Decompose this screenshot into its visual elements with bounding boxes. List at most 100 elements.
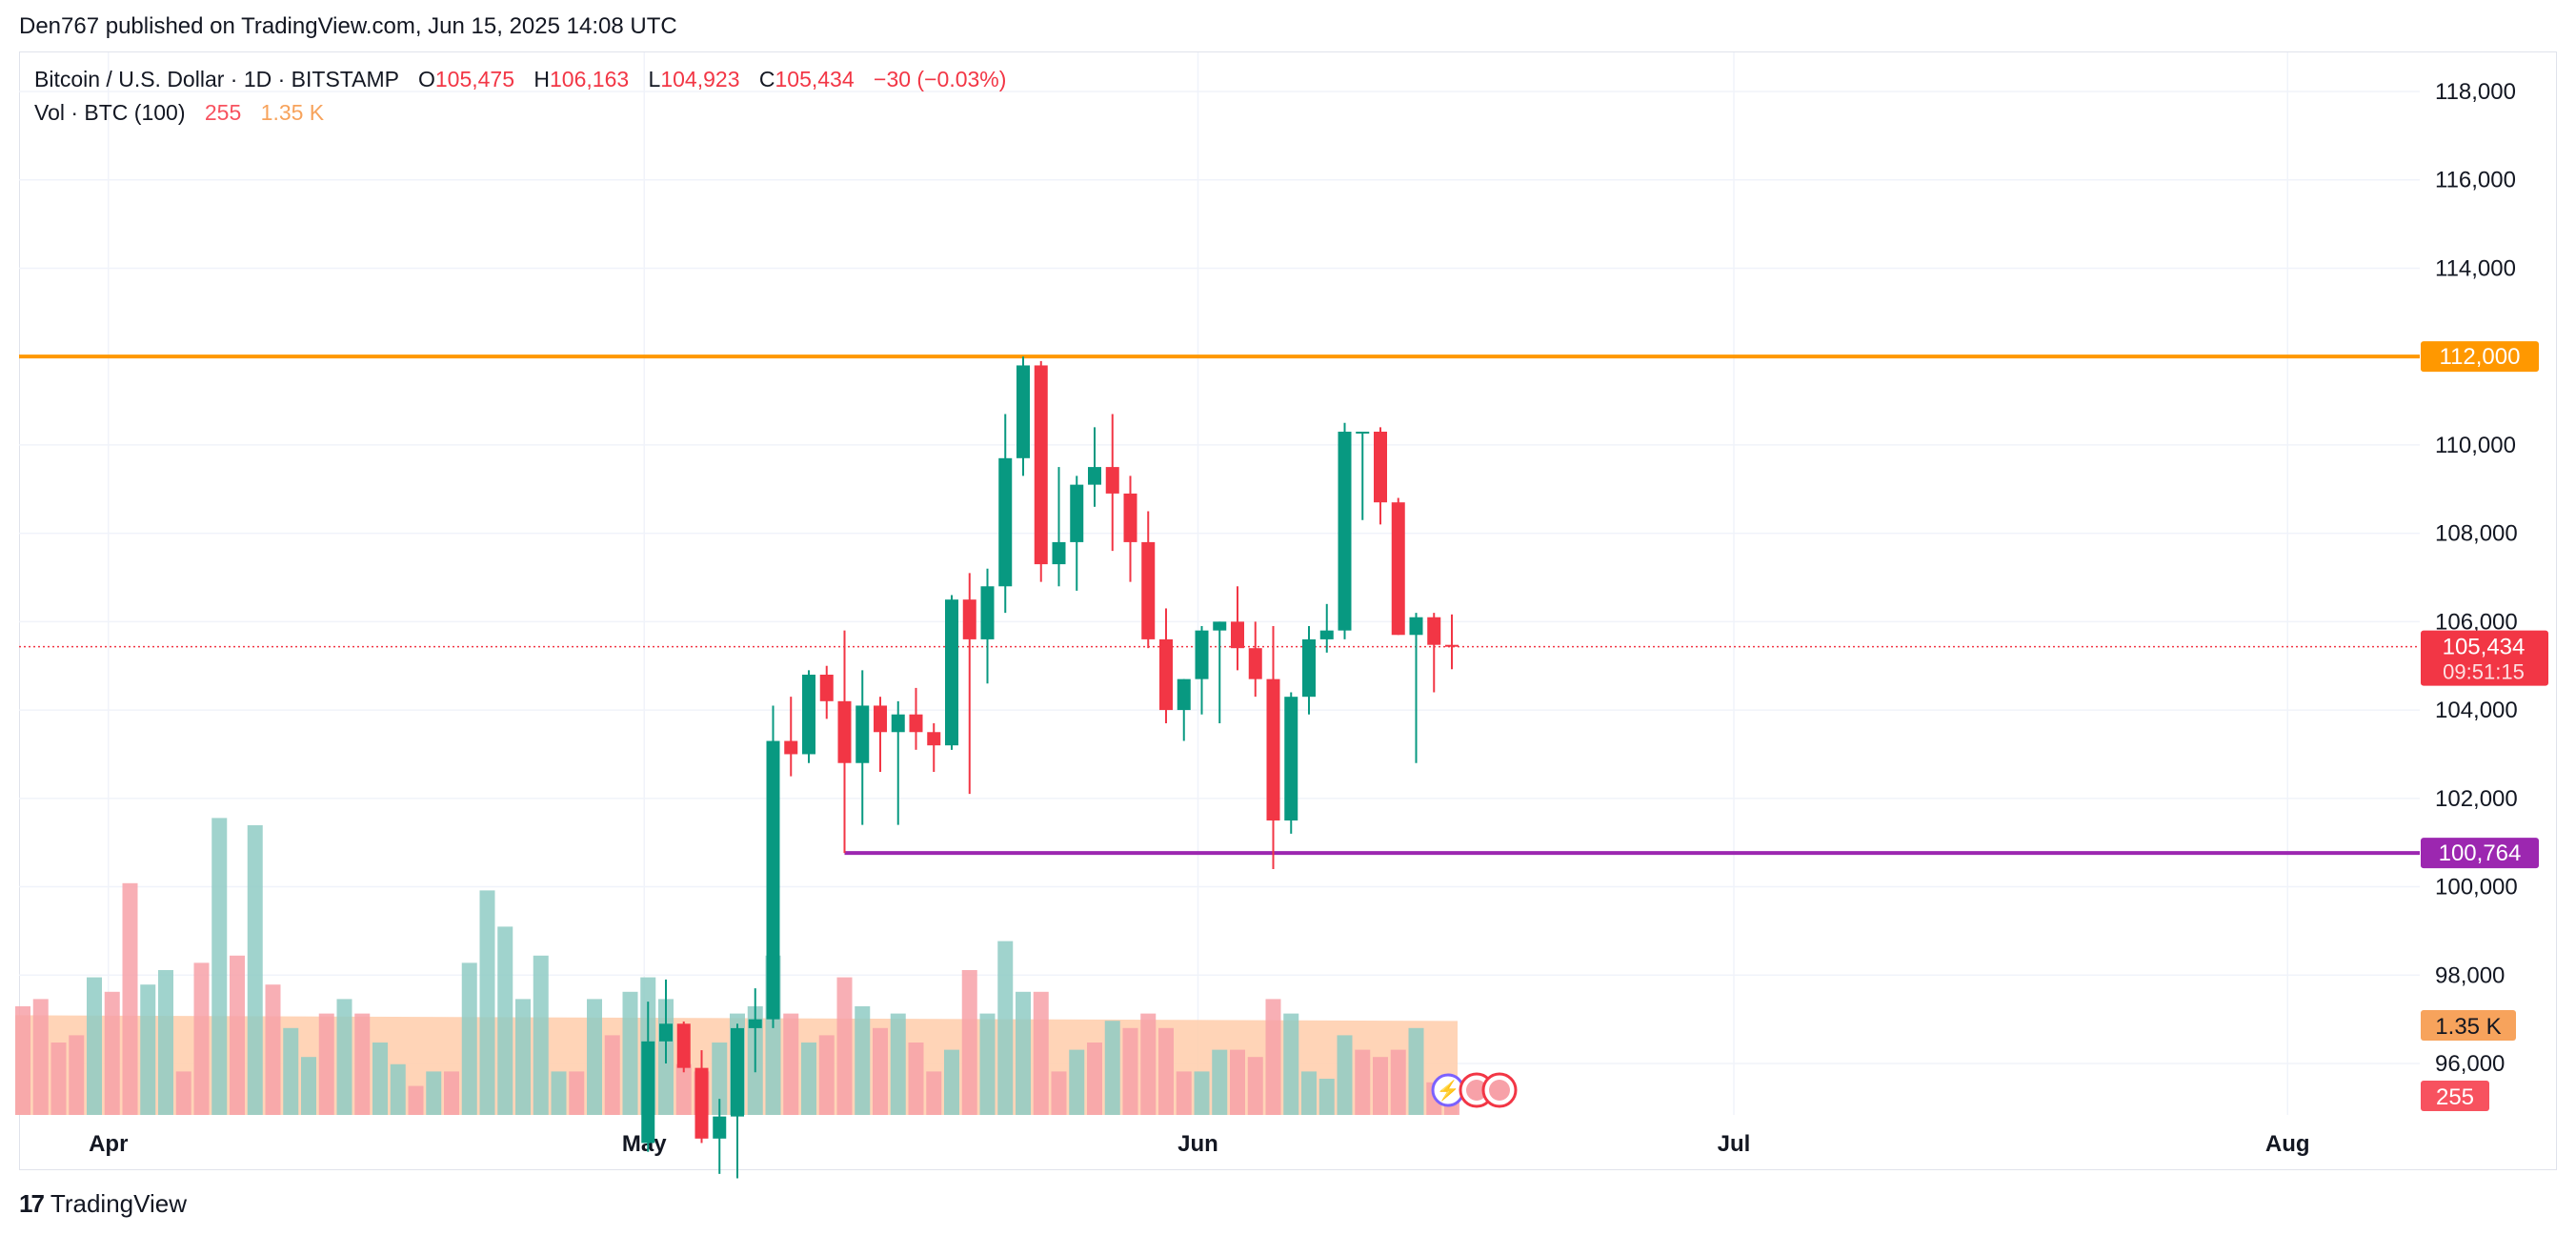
- y-tick-label: 96,000: [2435, 1051, 2505, 1077]
- volume-bar: [426, 1071, 442, 1115]
- candle-body: [1123, 493, 1137, 542]
- high-value: 106,163: [550, 67, 630, 91]
- y-tick-label: 110,000: [2435, 433, 2516, 458]
- symbol-title[interactable]: Bitcoin / U.S. Dollar · 1D · BITSTAMP: [34, 67, 399, 91]
- volume-bar: [15, 1006, 30, 1115]
- candle-body: [1141, 541, 1156, 639]
- volume-bar: [1016, 991, 1031, 1115]
- lightning-glyph: ⚡: [1437, 1079, 1460, 1102]
- support-price-tag: [2421, 838, 2539, 869]
- tradingview-logo[interactable]: 17 TradingView: [19, 1189, 187, 1219]
- volume-bar: [1283, 1013, 1299, 1115]
- candle-body: [1052, 541, 1066, 565]
- candle-body: [766, 740, 780, 1020]
- volume-bar: [479, 890, 495, 1115]
- candle-body: [980, 586, 995, 639]
- volume-bar: [104, 991, 120, 1115]
- volume-bar: [604, 1035, 620, 1115]
- volume-bar: [230, 955, 245, 1115]
- volume-bar: [1318, 1079, 1335, 1115]
- chart-frame: [19, 51, 2557, 1170]
- volume-bar: [1355, 1049, 1371, 1115]
- volume-bar: [122, 882, 138, 1115]
- volume-bar: [712, 1043, 728, 1115]
- volume-bar: [1176, 1071, 1192, 1115]
- us-flag-fill: [1466, 1080, 1487, 1101]
- volume-bar: [1158, 1027, 1174, 1115]
- volume-bar: [818, 1035, 835, 1115]
- candle-body: [1374, 432, 1387, 503]
- candle-body: [855, 705, 870, 763]
- volume-bar: [515, 999, 531, 1115]
- volume-bar: [69, 1035, 85, 1115]
- change-value: −30 (−0.03%): [874, 67, 1007, 91]
- candle-body: [962, 599, 976, 639]
- volume-bar: [211, 818, 228, 1115]
- volume-bar: [1373, 1057, 1388, 1115]
- volume-bar: [1247, 1057, 1263, 1115]
- x-tick-label: Jul: [1718, 1131, 1751, 1157]
- tradingview-logo-icon: 17: [19, 1189, 45, 1218]
- candle-body: [1177, 678, 1191, 711]
- volume-bar: [408, 1085, 424, 1115]
- candle-body: [945, 599, 958, 746]
- support-price-label: 100,764: [2439, 840, 2522, 866]
- resistance-price-tag: [2421, 341, 2539, 373]
- volume-last-tag-label: 255: [2436, 1084, 2474, 1110]
- candle-body: [1427, 617, 1441, 645]
- ohlc-legend: Bitcoin / U.S. Dollar · 1D · BITSTAMP O 1…: [34, 67, 1006, 92]
- volume-bar: [908, 1043, 924, 1115]
- volume-bar: [587, 999, 602, 1115]
- volume-bar: [1140, 1013, 1157, 1115]
- volume-bar: [193, 962, 210, 1115]
- volume-bar: [32, 999, 49, 1115]
- volume-bar: [1212, 1049, 1228, 1115]
- candle-body: [1409, 617, 1423, 636]
- last-price-label: 105,434: [2443, 635, 2526, 660]
- volume-bar: [87, 977, 102, 1115]
- y-tick-label: 116,000: [2435, 168, 2516, 193]
- resistance-price-label: 112,000: [2440, 344, 2521, 370]
- volume-bar: [1104, 1021, 1120, 1115]
- open-label: O: [417, 67, 435, 91]
- volume-bar: [801, 1043, 816, 1115]
- candle-body: [694, 1067, 709, 1139]
- volume-bar: [336, 999, 352, 1115]
- candle-body: [998, 457, 1013, 587]
- y-tick-label: 114,000: [2435, 255, 2516, 281]
- close-label: C: [758, 67, 775, 91]
- countdown-label: 09:51:15: [2443, 660, 2525, 684]
- volume-bar: [175, 1071, 191, 1115]
- candle-body: [1391, 502, 1405, 636]
- volume-bar: [265, 984, 281, 1115]
- volume-value: 255: [204, 100, 242, 125]
- volume-bar: [461, 962, 477, 1115]
- volume-bar: [1230, 1049, 1245, 1115]
- volume-bar: [1194, 1071, 1210, 1115]
- volume-last-tag: [2421, 1081, 2489, 1111]
- candle-body: [1338, 432, 1352, 631]
- candle-body: [819, 675, 834, 701]
- volume-title[interactable]: Vol · BTC (100): [34, 100, 186, 125]
- y-tick-label: 98,000: [2435, 962, 2505, 988]
- y-tick-label: 102,000: [2435, 786, 2518, 812]
- candle-body: [909, 714, 923, 733]
- volume-bar: [1301, 1071, 1317, 1115]
- candle-body: [1034, 365, 1048, 565]
- candle-body: [1248, 648, 1262, 679]
- volume-bar: [1390, 1049, 1406, 1115]
- volume-bar: [497, 926, 513, 1115]
- volume-legend: Vol · BTC (100) 255 1.35 K: [34, 100, 324, 126]
- candle-body: [1319, 630, 1334, 639]
- candle-body: [676, 1023, 691, 1068]
- volume-bar: [1337, 1035, 1353, 1115]
- volume-bar: [622, 991, 638, 1115]
- x-tick-label: Apr: [89, 1131, 128, 1157]
- volume-bar: [836, 977, 853, 1115]
- volume-bar: [50, 1043, 67, 1115]
- candle-body: [1266, 678, 1280, 820]
- x-tick-label: Jun: [1177, 1131, 1218, 1157]
- volume-bar: [1265, 999, 1281, 1115]
- volume-bar: [855, 1006, 871, 1115]
